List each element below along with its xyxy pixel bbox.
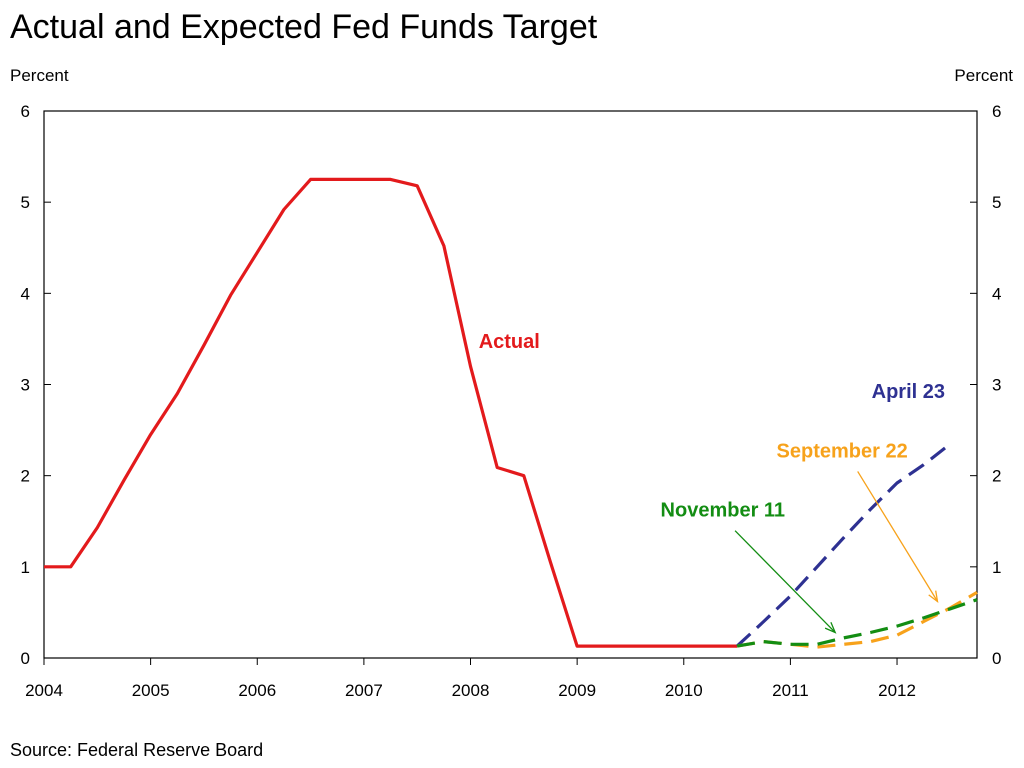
annotation-arrowhead-september-22 bbox=[928, 590, 939, 603]
x-tick-label: 2006 bbox=[238, 681, 276, 700]
annotation-layer: Actual April 23 September 22 November 11 bbox=[479, 331, 945, 634]
x-tick-label: 2011 bbox=[772, 681, 809, 700]
x-tick-label: 2008 bbox=[452, 681, 490, 700]
chart-title: Actual and Expected Fed Funds Target bbox=[10, 8, 598, 46]
y-tick-left-label: 6 bbox=[21, 102, 30, 121]
left-axis-unit-label: Percent bbox=[10, 66, 69, 85]
series-line-november-11 bbox=[736, 598, 978, 648]
annotation-arrow-september-22 bbox=[857, 471, 939, 602]
y-tick-right-label: 3 bbox=[992, 376, 1001, 395]
right-axis-unit-label: Percent bbox=[954, 66, 1013, 85]
annotation-arrow-november-11 bbox=[734, 530, 836, 633]
series-line-september-22 bbox=[736, 591, 978, 649]
annotation-april-23: April 23 bbox=[872, 381, 945, 403]
y-tick-left-label: 2 bbox=[21, 467, 30, 486]
x-tick-label: 2005 bbox=[132, 681, 170, 700]
y-tick-left-label: 3 bbox=[21, 376, 30, 395]
y-tick-right-label: 5 bbox=[992, 193, 1001, 212]
annotation-september-22: September 22 bbox=[777, 440, 908, 462]
y-tick-left-label: 1 bbox=[21, 558, 30, 577]
y-tick-right-label: 6 bbox=[992, 102, 1001, 121]
x-tick-label: 2009 bbox=[558, 681, 596, 700]
annotation-arrowhead-november-11 bbox=[824, 622, 837, 634]
y-tick-left-label: 0 bbox=[21, 649, 30, 668]
annotation-actual: Actual bbox=[479, 331, 540, 353]
x-tick-label: 2012 bbox=[878, 681, 916, 700]
source-note: Source: Federal Reserve Board bbox=[10, 740, 264, 760]
y-tick-right-label: 2 bbox=[992, 467, 1001, 486]
y-tick-right-label: 0 bbox=[992, 649, 1001, 668]
series-line-actual bbox=[44, 177, 738, 648]
y-tick-right-label: 4 bbox=[992, 284, 1001, 303]
x-tick-label: 2004 bbox=[25, 681, 63, 700]
y-tick-left-label: 5 bbox=[21, 193, 30, 212]
x-tick-label: 2007 bbox=[345, 681, 383, 700]
ticks-layer: 0 0 1 1 2 2 3 3 4 4 5 5 6 6 2004 2005 2006 2007 2008 2009 20… bbox=[21, 102, 1002, 700]
x-tick-label: 2010 bbox=[665, 681, 703, 700]
series-line-april-23 bbox=[736, 442, 952, 648]
y-tick-left-label: 4 bbox=[21, 284, 30, 303]
annotation-november-11: November 11 bbox=[661, 500, 786, 522]
y-tick-right-label: 1 bbox=[992, 558, 1001, 577]
series-layer bbox=[44, 177, 978, 649]
